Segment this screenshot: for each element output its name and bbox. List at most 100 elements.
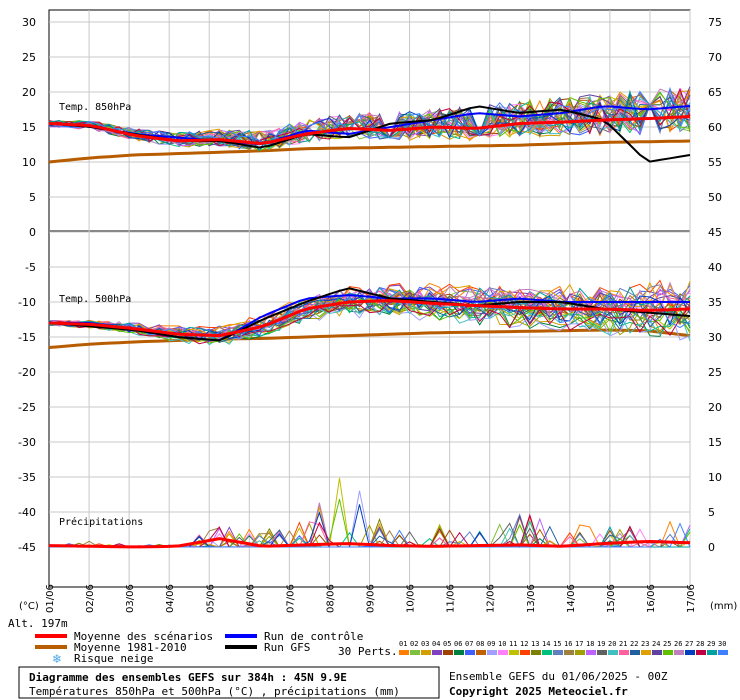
- left-tick-label: -5: [25, 261, 36, 274]
- perturbation-id: 08: [476, 640, 484, 648]
- legend-label-gfs: Run GFS: [264, 641, 310, 654]
- right-tick-label: 45: [708, 226, 722, 239]
- right-tick-label: 55: [708, 156, 722, 169]
- perturbation-swatch: [520, 650, 530, 655]
- member-850-line: [48, 99, 691, 149]
- perturbation-id: 07: [465, 640, 473, 648]
- perturbation-id: 02: [410, 640, 418, 648]
- right-tick-label: 40: [708, 261, 722, 274]
- right-tick-label: 65: [708, 86, 722, 99]
- perturbation-id: 19: [597, 640, 605, 648]
- gfs-500-line: [48, 287, 691, 342]
- date-label: 07/06: [285, 584, 296, 613]
- perturbation-id: 04: [432, 640, 440, 648]
- perturbation-swatch: [630, 650, 640, 655]
- perturbation-id: 01: [399, 640, 407, 648]
- perturbation-swatch: [531, 650, 541, 655]
- perturbation-id: 06: [454, 640, 462, 648]
- perturbation-id: 23: [641, 640, 649, 648]
- date-label: 15/06: [606, 584, 617, 613]
- perturbation-swatch: [696, 650, 706, 655]
- perturbation-id: 14: [542, 640, 550, 648]
- left-tick-label: 0: [29, 226, 36, 239]
- perturbation-legend: 01 02 03 04 05 06 07 08 09 10 11 12 13 14 15 16 17 18 19 20…: [399, 640, 728, 655]
- right-tick-label: 70: [708, 51, 722, 64]
- perturbation-swatch: [685, 650, 695, 655]
- left-tick-label: -30: [18, 436, 36, 449]
- legend-swatch-climatology: [35, 645, 67, 649]
- left-tick-label: -10: [18, 296, 36, 309]
- date-label: 11/06: [446, 584, 457, 613]
- perturbation-id: 16: [564, 640, 572, 648]
- perturbation-id: 26: [674, 640, 682, 648]
- left-tick-label: -25: [18, 401, 36, 414]
- left-tick-label: 5: [29, 191, 36, 204]
- perturbation-id: 25: [663, 640, 671, 648]
- perturbation-swatch: [586, 650, 596, 655]
- perturbation-swatch: [443, 650, 453, 655]
- right-tick-label: 20: [708, 401, 722, 414]
- right-tick-label: 15: [708, 436, 722, 449]
- perturbation-swatch: [421, 650, 431, 655]
- left-tick-label: -20: [18, 366, 36, 379]
- right-tick-label: 50: [708, 191, 722, 204]
- perturbation-swatch: [597, 650, 607, 655]
- snow-risk-icon: ❄: [52, 652, 62, 666]
- legend-label-control: Run de contrôle: [264, 630, 363, 643]
- run-info: Ensemble GEFS du 01/06/2025 - 00Z: [449, 670, 668, 683]
- date-label: 02/06: [85, 584, 96, 613]
- right-tick-label: 35: [708, 296, 722, 309]
- right-tick-label: 30: [708, 331, 722, 344]
- left-tick-label: -45: [18, 541, 36, 554]
- perturbation-id: 15: [553, 640, 561, 648]
- left-tick-label: 10: [22, 156, 36, 169]
- panel-label-precip: Précipitations: [59, 516, 143, 528]
- perturbation-id: 09: [487, 640, 495, 648]
- climatology-500-line: [48, 328, 691, 349]
- right-tick-label: 75: [708, 16, 722, 29]
- mean-850-line: [48, 115, 691, 146]
- perturbation-id: 12: [520, 640, 528, 648]
- member-500-line: [48, 299, 691, 345]
- perturbation-swatch: [487, 650, 497, 655]
- perturbation-swatch: [465, 650, 475, 655]
- mean-500-line: [48, 299, 691, 338]
- left-tick-label: -40: [18, 506, 36, 519]
- climatology-850-line: [48, 139, 691, 164]
- title-box: [18, 666, 440, 699]
- date-label: 12/06: [486, 584, 497, 613]
- legend: Moyenne des scénarios Moyenne 1981-2010 …: [35, 630, 728, 666]
- perturbation-id: 13: [531, 640, 539, 648]
- perturbation-swatch: [718, 650, 728, 655]
- panel-label-t500: Temp. 500hPa: [59, 294, 131, 305]
- perturbation-id: 10: [498, 640, 506, 648]
- perturbation-swatch: [542, 650, 552, 655]
- perturbation-id: 11: [509, 640, 517, 648]
- perturbation-id: 21: [619, 640, 627, 648]
- perturbation-swatch: [410, 650, 420, 655]
- perturbation-swatch: [454, 650, 464, 655]
- date-label: 06/06: [245, 584, 256, 613]
- main-series-lines: [48, 105, 691, 549]
- perturbation-swatch: [652, 650, 662, 655]
- date-label: 01/06: [45, 584, 56, 613]
- perturbation-id: 03: [421, 640, 429, 648]
- perturbation-swatch: [619, 650, 629, 655]
- perturbation-id: 22: [630, 640, 638, 648]
- perturbations-label: 30 Perts.: [338, 645, 398, 658]
- altitude-label: Alt. 197m: [8, 617, 68, 630]
- perturbation-swatch: [564, 650, 574, 655]
- perturbation-swatch: [674, 650, 684, 655]
- right-tick-label: 5: [708, 506, 715, 519]
- perturbation-swatch: [476, 650, 486, 655]
- perturbation-swatch: [608, 650, 618, 655]
- perturbation-id: 29: [707, 640, 715, 648]
- member-850-line: [48, 98, 691, 148]
- perturbation-swatch: [553, 650, 563, 655]
- perturbation-id: 18: [586, 640, 594, 648]
- date-label: 13/06: [526, 584, 537, 613]
- copyright: Copyright 2025 Meteociel.fr: [449, 685, 628, 698]
- date-label: 05/06: [205, 584, 216, 613]
- legend-label-snow: Risque neige: [74, 652, 153, 665]
